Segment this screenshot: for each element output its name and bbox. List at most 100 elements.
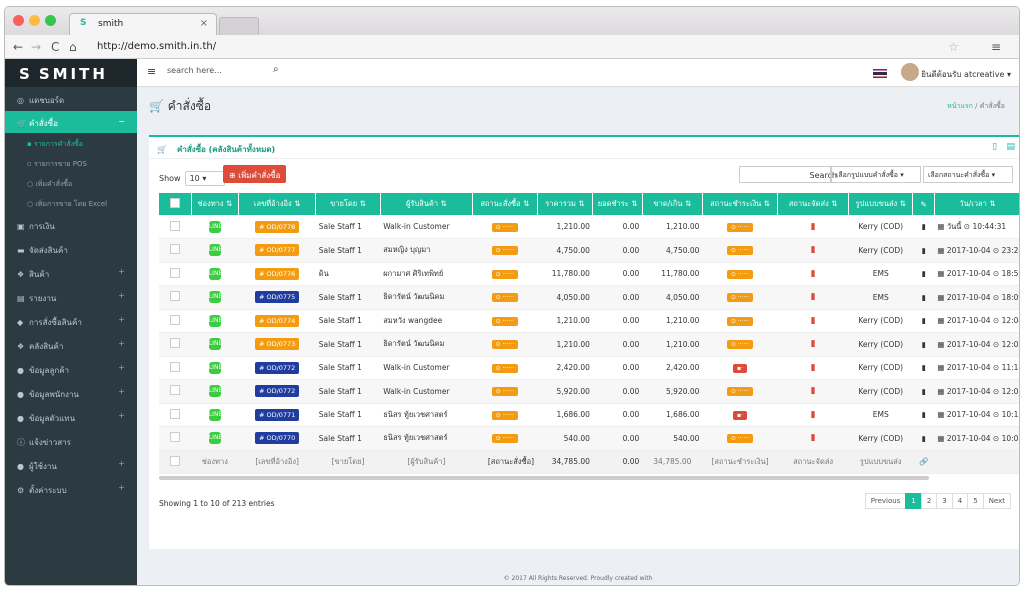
breadcrumb-home[interactable]: หน้าแรก bbox=[947, 102, 973, 110]
order-ref-badge[interactable]: # OD/0774 bbox=[254, 314, 300, 327]
order-ref-badge[interactable]: # OD/0773 bbox=[254, 338, 300, 351]
document-icon[interactable]: ▮ bbox=[921, 269, 926, 279]
tab-close-icon[interactable]: × bbox=[199, 18, 208, 29]
table-row[interactable]: LINE # OD/0772 Sale Staff 1 Walk-in Custome… bbox=[159, 379, 1019, 404]
table-row[interactable]: LINE # OD/0770 Sale Staff 1 ธนิสร ทู้ยเวชศา… bbox=[159, 426, 1019, 451]
maximize-window-icon[interactable] bbox=[45, 15, 56, 26]
url-field[interactable]: http://demo.smith.in.th/ bbox=[97, 41, 217, 52]
sidebar-item-customers[interactable]: ● ข้อมูลลูกค้า + bbox=[5, 357, 137, 381]
sidebar-item-agents[interactable]: ● ข้อมูลตัวแทน + bbox=[5, 405, 137, 429]
reload-icon[interactable]: C bbox=[51, 40, 60, 54]
row-checkbox[interactable] bbox=[170, 338, 181, 349]
new-tab-button[interactable] bbox=[219, 17, 259, 35]
document-icon[interactable]: ▮ bbox=[921, 433, 926, 443]
page-2[interactable]: 2 bbox=[920, 493, 938, 509]
column-header[interactable]: รูปแบบขนส่ง ⇅ bbox=[848, 193, 914, 215]
table-row[interactable]: LINE # OD/0772 Sale Staff 1 Walk-in Custome… bbox=[159, 356, 1019, 380]
thai-flag-icon[interactable] bbox=[873, 69, 887, 78]
sidebar-subitem-order-list[interactable]: ▪ รายการคำสั่งซื้อ bbox=[27, 140, 83, 148]
document-icon[interactable]: ▮ bbox=[921, 292, 926, 302]
sidebar-item-warehouse[interactable]: ❖ คลังสินค้า + bbox=[5, 333, 137, 357]
column-header[interactable]: วัน/เวลา ⇅ bbox=[934, 193, 1019, 215]
sidebar-item-shipping[interactable]: ▬ จัดส่งสินค้า bbox=[5, 237, 137, 261]
column-header[interactable]: สถานะสั่งซื้อ ⇅ bbox=[472, 193, 538, 215]
document-icon[interactable]: ▮ bbox=[921, 245, 926, 255]
document-icon[interactable]: ▮ bbox=[921, 386, 926, 396]
sidebar-item-orders[interactable]: 🛒 คำสั่งซื้อ − bbox=[5, 111, 137, 133]
bookmark-star-icon[interactable]: ☆ bbox=[948, 40, 959, 54]
sidebar-item-users[interactable]: ● ผู้ใช้งาน + bbox=[5, 453, 137, 477]
page-previous[interactable]: Previous bbox=[864, 493, 907, 509]
document-icon[interactable]: ▮ bbox=[921, 339, 926, 349]
column-header[interactable]: สถานะจัดส่ง ⇅ bbox=[777, 193, 850, 215]
order-ref-badge[interactable]: # OD/0770 bbox=[254, 432, 300, 445]
sidebar-subitem-excel[interactable]: ○ เพิ่มการขาย โดย Excel bbox=[27, 200, 108, 208]
order-ref-badge[interactable]: # OD/0775 bbox=[254, 291, 300, 304]
table-row[interactable]: LINE # OD/0777 Sale Staff 1 สมหญิง บุญมา ⊙ ·… bbox=[159, 238, 1019, 263]
sidebar-item-purchase[interactable]: ◆ การสั่งซื้อสินค้า + bbox=[5, 309, 137, 333]
sidebar-item-dashboard[interactable]: ◎ แดชบอร์ด bbox=[5, 87, 137, 111]
row-checkbox[interactable] bbox=[170, 314, 181, 325]
column-header[interactable]: สถานะชำระเงิน ⇅ bbox=[702, 193, 779, 215]
home-icon[interactable]: ⌂ bbox=[69, 40, 77, 54]
avatar[interactable] bbox=[901, 63, 919, 81]
column-header[interactable]: ผู้รับสินค้า ⇅ bbox=[380, 193, 474, 215]
search-icon[interactable]: ⌕ bbox=[273, 64, 279, 75]
order-type-select[interactable]: เลือกรูปแบบคำสั่งซื้อ ▾ bbox=[831, 166, 921, 183]
table-row[interactable]: LINE # OD/0773 Sale Staff 1 ธิดารัตน์ วัฒนน… bbox=[159, 332, 1019, 357]
browser-tab[interactable]: S smith × bbox=[69, 13, 217, 35]
sidebar-item-products[interactable]: ❖ สินค้า + bbox=[5, 261, 137, 285]
row-checkbox[interactable] bbox=[170, 432, 181, 443]
column-header[interactable]: ขาด/เกิน ⇅ bbox=[642, 193, 703, 215]
row-checkbox[interactable] bbox=[170, 361, 181, 372]
table-row[interactable]: LINE # OD/0776 ดิน ผกามาศ ศิริเทพิทย์ ⊙ ····… bbox=[159, 262, 1019, 286]
sidebar-item-finance[interactable]: ▣ การเงิน bbox=[5, 213, 137, 237]
row-checkbox[interactable] bbox=[170, 244, 181, 255]
sidebar-subitem-add-order[interactable]: ○ เพิ่มคำสั่งซื้อ bbox=[27, 180, 73, 188]
sidebar-item-reports[interactable]: ▤ รายงาน + bbox=[5, 285, 137, 309]
add-order-button[interactable]: ⊕ เพิ่มคำสั่งซื้อ bbox=[223, 165, 287, 183]
page-1[interactable]: 1 bbox=[905, 493, 922, 509]
order-ref-badge[interactable]: # OD/0772 bbox=[254, 385, 300, 398]
row-checkbox[interactable] bbox=[170, 267, 181, 278]
column-header[interactable] bbox=[159, 193, 192, 215]
row-checkbox[interactable] bbox=[170, 220, 181, 231]
order-ref-badge[interactable]: # OD/0771 bbox=[254, 408, 300, 421]
forward-icon[interactable]: → bbox=[31, 40, 42, 54]
page-5[interactable]: 5 bbox=[967, 493, 984, 509]
page-next[interactable]: Next bbox=[982, 493, 1011, 509]
page-3[interactable]: 3 bbox=[936, 493, 953, 509]
sidebar-item-staff[interactable]: ● ข้อมูลพนักงาน + bbox=[5, 381, 137, 405]
row-checkbox[interactable] bbox=[170, 291, 181, 302]
table-row[interactable]: LINE # OD/0778 Sale Staff 1 Walk-in Custome… bbox=[159, 215, 1019, 239]
order-status-select[interactable]: เลือกสถานะคำสั่งซื้อ ▾ bbox=[923, 166, 1013, 183]
order-ref-badge[interactable]: # OD/0776 bbox=[254, 267, 300, 280]
table-row[interactable]: LINE # OD/0775 Sale Staff 1 ธิดารัตน์ วัฒนน… bbox=[159, 285, 1019, 310]
document-icon[interactable]: ▮ bbox=[921, 316, 926, 326]
column-header[interactable]: เลขที่อ้างอิง ⇅ bbox=[238, 193, 317, 215]
document-icon[interactable]: ▮ bbox=[921, 410, 926, 420]
order-ref-badge[interactable]: # OD/0772 bbox=[254, 361, 300, 374]
mobile-icon[interactable]: ▯ bbox=[992, 142, 998, 152]
back-icon[interactable]: ← bbox=[13, 40, 24, 54]
user-menu[interactable]: ยินดีต้อนรับ atcreative ▾ bbox=[921, 70, 1011, 79]
table-view-icon[interactable]: ▤ bbox=[1006, 142, 1015, 152]
page-length-select[interactable]: 10 ▾ bbox=[184, 171, 225, 186]
menu-toggle-icon[interactable]: ≡ bbox=[147, 65, 157, 78]
order-ref-badge[interactable]: # OD/0777 bbox=[254, 244, 300, 257]
column-header[interactable]: ราคารวม ⇅ bbox=[537, 193, 594, 215]
column-header[interactable]: ✎ bbox=[912, 193, 935, 215]
close-window-icon[interactable] bbox=[13, 15, 24, 26]
table-row[interactable]: LINE # OD/0771 Sale Staff 1 ธนิสร ทู้ยเวชศา… bbox=[159, 403, 1019, 427]
column-header[interactable]: ขายโดย ⇅ bbox=[315, 193, 381, 215]
row-checkbox[interactable] bbox=[170, 385, 181, 396]
app-logo[interactable]: S SMITH bbox=[5, 59, 137, 87]
sidebar-subitem-pos[interactable]: ▫ รายการขาย POS bbox=[27, 160, 87, 168]
sidebar-item-settings[interactable]: ⚙ ตั้งค่าระบบ + bbox=[5, 477, 137, 501]
minimize-window-icon[interactable] bbox=[29, 15, 40, 26]
browser-menu-icon[interactable]: ≡ bbox=[990, 40, 1001, 54]
document-icon[interactable]: ▮ bbox=[921, 363, 926, 373]
search-input[interactable]: search here... bbox=[167, 66, 222, 75]
select-all-checkbox[interactable] bbox=[169, 198, 180, 208]
column-header[interactable]: ยอดชำระ ⇅ bbox=[592, 193, 643, 215]
